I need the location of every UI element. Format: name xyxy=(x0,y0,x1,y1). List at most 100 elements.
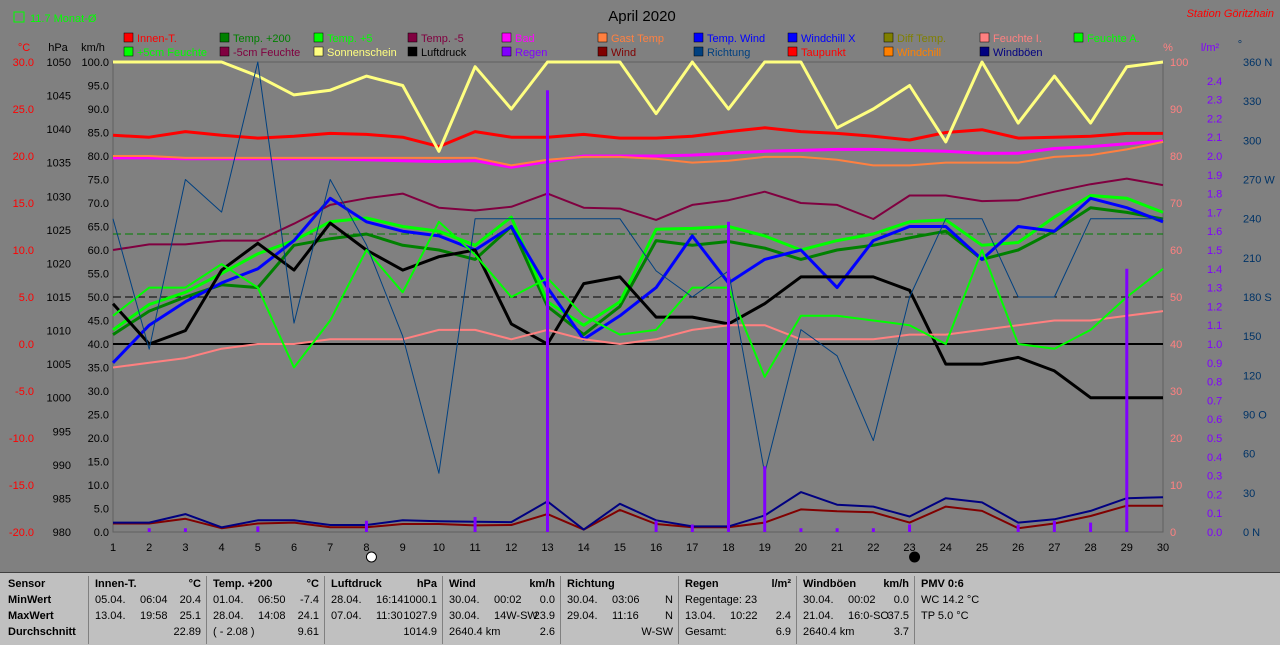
stats-cell-date: ( - 2.08 ) xyxy=(213,626,255,638)
stats-column-name: Luftdruck xyxy=(331,578,382,590)
x-tick-label: 9 xyxy=(400,542,406,554)
series-line-temp-wind xyxy=(111,196,1164,364)
stats-cell-value: 0.0 xyxy=(893,594,909,606)
legend-label: Luftdruck xyxy=(421,47,467,59)
row-label-avg: Durchschnitt xyxy=(8,626,76,638)
legend-swatch xyxy=(313,32,324,43)
stats-cell-value: 1027.9 xyxy=(403,610,437,622)
dir-tick-label: 30 xyxy=(1243,488,1255,500)
rain-tick-label: 1.0 xyxy=(1207,339,1222,351)
stats-column: Richtung 30.04. 03:06 N 29.04. 11:16 N W-SW xyxy=(560,576,679,644)
stats-cell-time: 00:02 xyxy=(848,594,876,606)
rain-tick-label: 2.1 xyxy=(1207,132,1222,144)
stats-cell-date: 13.04. xyxy=(95,610,126,622)
x-tick-label: 7 xyxy=(327,542,333,554)
stats-cell-value: 23.9 xyxy=(533,610,555,622)
series-line-wind xyxy=(113,504,1163,531)
stats-cell-time: 16:14 xyxy=(376,594,404,606)
stats-cell-value: 2.6 xyxy=(539,626,555,638)
press-tick-label: 990 xyxy=(53,460,71,472)
press-tick-label: 995 xyxy=(53,426,71,438)
rain-tick-label: 0.4 xyxy=(1207,452,1222,464)
speed-tick-label: 85.0 xyxy=(88,128,109,140)
rain-tick-label: 2.4 xyxy=(1207,76,1222,88)
rain-unit: l/m² xyxy=(1201,42,1220,54)
row-label-min: MinWert xyxy=(8,594,52,606)
pct-tick-label: 10 xyxy=(1170,480,1182,492)
stats-cell-date: 29.04. xyxy=(567,610,598,622)
legend-swatch xyxy=(123,32,134,43)
legend-label: Wind xyxy=(611,47,636,59)
rain-tick-label: 1.4 xyxy=(1207,264,1222,276)
stats-column-name: Wind xyxy=(449,578,476,590)
series-line-windb-en xyxy=(113,491,1164,531)
dir-tick-label: 90 O xyxy=(1243,410,1267,422)
rain-tick-label: 0.0 xyxy=(1207,527,1222,539)
stats-column-unit: l/m² xyxy=(771,578,791,590)
temp-tick-label: 10.0 xyxy=(13,245,34,257)
month-avg-label: 11.7 Monat-Ø xyxy=(30,13,97,25)
legend-swatch xyxy=(313,46,324,57)
station-name: Station Göritzhain xyxy=(1187,8,1274,20)
speed-tick-label: 90.0 xyxy=(88,104,109,116)
full-moon-icon xyxy=(365,551,377,563)
stats-cell-date: WC 14.2 °C xyxy=(921,594,980,606)
pct-tick-label: 20 xyxy=(1170,433,1182,445)
press-tick-label: 1025 xyxy=(47,225,71,237)
speed-tick-label: 100.0 xyxy=(81,57,109,69)
legend-swatch xyxy=(787,32,798,43)
legend: Innen-T. Temp. +200 Temp. +5 Temp. -5 Bad Gas… xyxy=(123,32,1140,59)
legend-swatch xyxy=(407,46,418,57)
legend-label: Temp. +5 xyxy=(327,33,373,45)
stats-cell-value: 6.9 xyxy=(775,626,791,638)
legend-label: Feuchte I. xyxy=(993,33,1042,45)
stats-cell-date: TP 5.0 °C xyxy=(921,610,969,622)
x-tick-label: 14 xyxy=(578,542,590,554)
stats-cell-time: 14W-SW xyxy=(494,610,538,622)
speed-tick-label: 25.0 xyxy=(88,410,109,422)
stats-column-unit: hPa xyxy=(416,578,437,590)
temp-tick-label: 20.0 xyxy=(13,151,34,163)
speed-tick-label: 75.0 xyxy=(88,175,109,187)
dir-tick-label: 300 xyxy=(1243,135,1261,147)
speed-tick-label: 5.0 xyxy=(94,504,109,516)
x-tick-label: 24 xyxy=(940,542,952,554)
stats-cell-date: 30.04. xyxy=(449,594,480,606)
press-unit: hPa xyxy=(48,42,68,54)
speed-tick-label: 80.0 xyxy=(88,151,109,163)
month-avg-checkbox-icon[interactable] xyxy=(13,11,25,23)
legend-swatch xyxy=(219,32,230,43)
rain-tick-label: 0.8 xyxy=(1207,377,1222,389)
stats-cell-date: 30.04. xyxy=(449,610,480,622)
x-tick-label: 2 xyxy=(146,542,152,554)
stats-cell-time: 06:04 xyxy=(140,594,168,606)
rain-tick-label: 0.5 xyxy=(1207,433,1222,445)
speed-tick-label: 65.0 xyxy=(88,222,109,234)
stats-panel: Sensor MinWert MaxWert Durchschnitt Inne… xyxy=(0,572,1280,645)
temp-tick-label: 30.0 xyxy=(13,57,34,69)
legend-label: Temp. -5 xyxy=(421,33,464,45)
x-tick-label: 21 xyxy=(831,542,843,554)
x-tick-label: 19 xyxy=(759,542,771,554)
legend-label: Sonnenschein xyxy=(327,47,397,59)
x-tick-label: 12 xyxy=(505,542,517,554)
pct-tick-label: 100 xyxy=(1170,57,1188,69)
stats-cell-time: 03:06 xyxy=(612,594,640,606)
speed-unit: km/h xyxy=(81,42,105,54)
legend-label: Gast Temp xyxy=(611,33,664,45)
stats-cell-value: W-SW xyxy=(641,626,673,638)
speed-tick-label: 0.0 xyxy=(94,527,109,539)
stats-cell-date: 2640.4 km xyxy=(803,626,855,638)
stats-cell-value: 37.5 xyxy=(887,610,909,622)
stats-column: Luftdruck hPa 28.04. 16:14 1000.1 07.04. 11:30… xyxy=(324,576,443,644)
stats-cell-time: 14:08 xyxy=(258,610,286,622)
stats-column: Regen l/m² Regentage: 23 13.04. 10:22 2.4 Gesa… xyxy=(678,576,797,644)
stats-cell-value: 3.7 xyxy=(893,626,909,638)
stats-cell-date: 28.04. xyxy=(213,610,244,622)
legend-label: Diff Temp. xyxy=(897,33,946,45)
stats-cell-time: 06:50 xyxy=(258,594,286,606)
temp-tick-label: 15.0 xyxy=(13,198,34,210)
x-tick-label: 13 xyxy=(541,542,553,554)
x-tick-label: 23 xyxy=(903,542,915,554)
x-tick-label: 22 xyxy=(867,542,879,554)
